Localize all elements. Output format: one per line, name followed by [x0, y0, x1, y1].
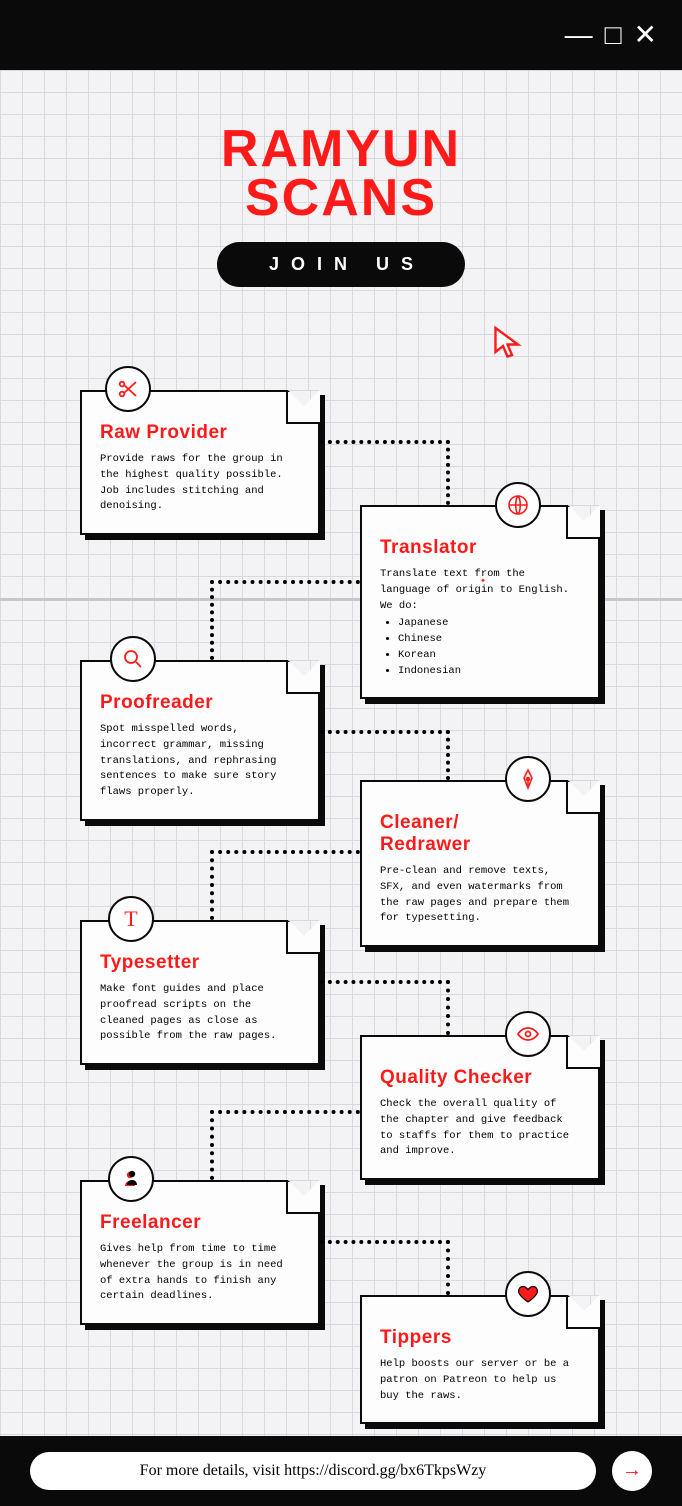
translator-languages: Japanese Chinese Korean Indonesian [380, 616, 580, 679]
card-quality-checker: Quality Checker Check the overall qualit… [360, 1035, 600, 1180]
cursor-icon [491, 325, 527, 361]
footer: For more details, visit https://discord.… [0, 1436, 682, 1506]
card-cleaner: Cleaner/ Redrawer Pre-clean and remove t… [360, 780, 600, 947]
arrow-icon: → [626, 1460, 638, 1483]
card-title: Freelancer [100, 1212, 300, 1234]
card-body: Pre-clean and remove texts, SFX, and eve… [380, 864, 580, 927]
connector [320, 440, 450, 444]
spark-icon: ✦ [480, 575, 486, 587]
connector [210, 1110, 214, 1180]
footer-link-text[interactable]: For more details, visit https://discord.… [30, 1452, 596, 1490]
card-title: Tippers [380, 1327, 580, 1349]
close-icon[interactable]: ✕ [634, 21, 657, 49]
scissors-icon [105, 366, 151, 412]
connector [210, 850, 360, 854]
connector [210, 1110, 360, 1114]
card-body: Gives help from time to time whenever th… [100, 1242, 300, 1305]
connector [446, 980, 450, 1035]
card-tippers: Tippers Help boosts our server or be a p… [360, 1295, 600, 1424]
pen-nib-icon [505, 756, 551, 802]
connector [210, 580, 360, 584]
card-body: Make font guides and place proofread scr… [100, 982, 300, 1045]
join-us-pill[interactable]: JOIN US [217, 242, 465, 287]
card-body: Help boosts our server or be a patron on… [380, 1357, 580, 1404]
card-title: Typesetter [100, 952, 300, 974]
connector [210, 850, 214, 920]
card-body: Spot misspelled words, incorrect grammar… [100, 722, 300, 801]
connector [446, 1240, 450, 1295]
window-titlebar: — □ ✕ [0, 0, 682, 70]
header: RAMYUN SCANS JOIN US [0, 70, 682, 287]
connector [320, 730, 450, 734]
card-title: Cleaner/ Redrawer [380, 812, 580, 856]
connector [446, 730, 450, 780]
letter-t-icon: T [108, 896, 154, 942]
card-freelancer: Freelancer Gives help from time to time … [80, 1180, 320, 1325]
card-title: Raw Provider [100, 422, 300, 444]
card-title: Translator [380, 537, 580, 559]
globe-icon [495, 482, 541, 528]
card-raw-provider: Raw Provider Provide raws for the group … [80, 390, 320, 535]
card-body: Check the overall quality of the chapter… [380, 1097, 580, 1160]
minimize-icon[interactable]: — [565, 21, 593, 49]
canvas: RAMYUN SCANS JOIN US Raw Provider Provid… [0, 70, 682, 1436]
maximize-icon[interactable]: □ [605, 21, 622, 49]
footer-arrow-button[interactable]: → [612, 1451, 652, 1491]
connector [210, 580, 214, 660]
card-title: Proofreader [100, 692, 300, 714]
heart-icon [505, 1271, 551, 1317]
connector [446, 440, 450, 505]
title-line2: SCANS [0, 174, 682, 223]
people-icon [108, 1156, 154, 1202]
card-title: Quality Checker [380, 1067, 580, 1089]
card-proofreader: Proofreader Spot misspelled words, incor… [80, 660, 320, 821]
title-line1: RAMYUN [0, 125, 682, 174]
magnifier-icon [110, 636, 156, 682]
card-typesetter: Typesetter Make font guides and place pr… [80, 920, 320, 1065]
eye-icon [505, 1011, 551, 1057]
connector [320, 980, 450, 984]
card-translator: Translator Translate text from the langu… [360, 505, 600, 699]
connector [320, 1240, 450, 1244]
card-body: Provide raws for the group in the highes… [100, 452, 300, 515]
